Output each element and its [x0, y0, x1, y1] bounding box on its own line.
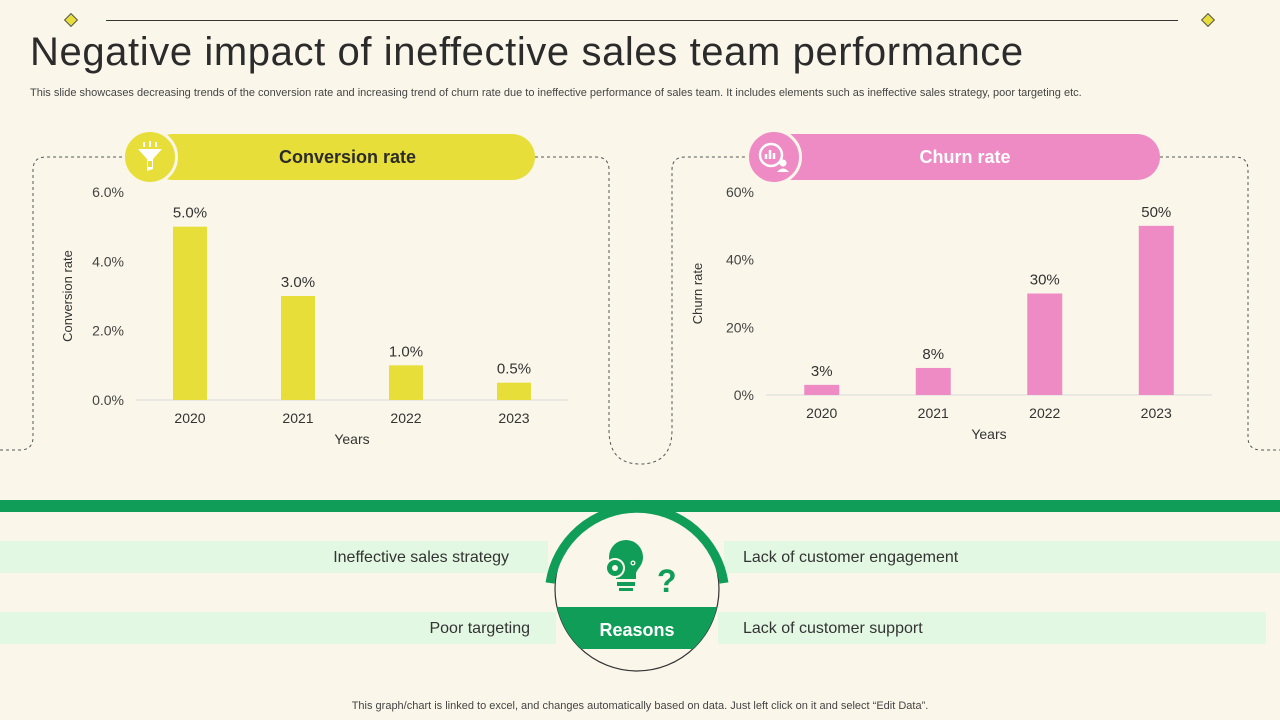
- conv-category-label: 2021: [282, 410, 313, 426]
- conv-bar-2022: [389, 365, 423, 400]
- conv-ytick-label: 4.0%: [92, 253, 124, 269]
- reason-poor-targeting: Poor targeting: [429, 620, 530, 637]
- conv-ytick-label: 2.0%: [92, 323, 124, 339]
- reason-bar-left-2: [0, 612, 556, 644]
- footnote: This graph/chart is linked to excel, and…: [351, 700, 929, 712]
- conv-category-label: 2022: [390, 410, 421, 426]
- churn-value-label: 3%: [811, 363, 833, 380]
- churn-yaxis-title: Churn rate: [690, 263, 705, 324]
- churn-category-label: 2021: [918, 405, 949, 421]
- churn-value-label: 50%: [1141, 204, 1171, 221]
- conv-value-label: 0.5%: [497, 361, 531, 378]
- conv-ytick-label: 0.0%: [92, 392, 124, 408]
- conversion-rate-title: Conversion rate: [278, 146, 417, 167]
- conv-yaxis-title: Conversion rate: [60, 250, 75, 342]
- conversion-rate-header: Conversion rate: [150, 134, 535, 180]
- reason-bar-left-1: [0, 541, 548, 573]
- conv-value-label: 5.0%: [173, 205, 207, 222]
- conv-value-label: 1.0%: [389, 343, 423, 360]
- churn-ytick-label: 0%: [734, 387, 754, 403]
- reason-bar-right-2: [718, 612, 1266, 644]
- churn-bar-2022: [1027, 293, 1063, 395]
- conv-value-label: 3.0%: [281, 274, 315, 291]
- churn-bar-2020: [804, 384, 840, 395]
- lightbulb-gear-question-icon: ?: [605, 540, 677, 599]
- churn-category-label: 2022: [1029, 405, 1060, 421]
- churn-bar-2021: [915, 367, 951, 395]
- churn-value-label: 30%: [1030, 272, 1060, 289]
- churn-ytick-label: 60%: [726, 184, 754, 200]
- churn-bar-2023: [1138, 225, 1174, 395]
- churn-category-label: 2020: [806, 405, 837, 421]
- page-title: Negative impact of ineffective sales tea…: [30, 30, 1024, 74]
- reason-ineffective-strategy: Ineffective sales strategy: [333, 549, 509, 566]
- reason-lack-engagement: Lack of customer engagement: [743, 549, 959, 566]
- churn-ytick-label: 20%: [726, 319, 754, 335]
- churn-rate-chart: 0% 20% 40% 60% 3% 2020 8% 2021 30% 2022 50% 2023 Yea…: [690, 184, 1212, 442]
- conv-bar-2023: [497, 382, 531, 400]
- churn-ytick-label: 40%: [726, 252, 754, 268]
- conv-xaxis-title: Years: [334, 431, 369, 447]
- conv-bar-2021: [281, 296, 315, 400]
- churn-rate-title: Churn rate: [919, 146, 1011, 167]
- header-rule: [106, 20, 1178, 21]
- reason-bar-right-1: [724, 541, 1280, 573]
- conv-category-label: 2020: [174, 410, 205, 426]
- conversion-rate-chart: 0.0% 2.0% 4.0% 6.0% 5.0% 2020 3.0% 2021 1.0% 2022…: [60, 184, 568, 447]
- churn-xaxis-title: Years: [971, 426, 1006, 442]
- churn-category-label: 2023: [1141, 405, 1172, 421]
- churn-value-label: 8%: [922, 346, 944, 363]
- conv-category-label: 2023: [498, 410, 529, 426]
- reasons-label: Reasons: [599, 620, 674, 640]
- conv-ytick-label: 6.0%: [92, 184, 124, 200]
- reason-lack-support: Lack of customer support: [743, 620, 923, 637]
- funnel-icon: [122, 129, 178, 185]
- churn-rate-header: Churn rate: [770, 134, 1160, 180]
- conv-bar-2020: [173, 226, 207, 400]
- page-subtitle: This slide showcases decreasing trends o…: [30, 87, 1082, 99]
- user-analytics-icon: [746, 129, 802, 185]
- svg-text:?: ?: [657, 563, 677, 599]
